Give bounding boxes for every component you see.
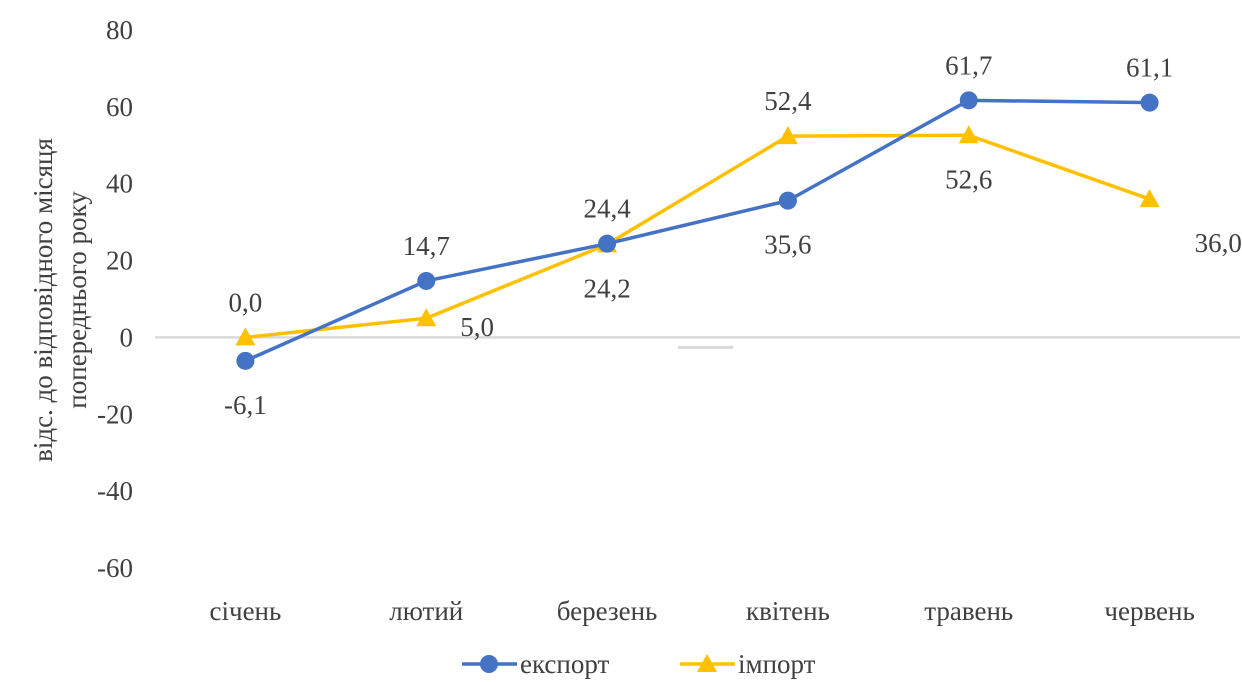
- import-data-label: 0,0: [229, 287, 263, 317]
- export-data-label: 61,1: [1126, 53, 1173, 83]
- y-axis-title-line: відс. до відповідного місяця: [28, 138, 58, 462]
- series-layer: [235, 91, 1160, 370]
- x-tick-label: лютий: [389, 596, 463, 626]
- export-data-label: -6,1: [224, 390, 267, 420]
- import-data-label: 52,6: [945, 164, 992, 194]
- import-data-label: 36,0: [1195, 228, 1242, 258]
- y-tick-label: 20: [106, 246, 133, 276]
- y-tick-label: 60: [106, 92, 133, 122]
- x-tick-label: травень: [924, 596, 1013, 626]
- import-point: [1139, 189, 1160, 208]
- x-axis: січень лютий березень квітень травень червень: [155, 336, 1240, 626]
- legend: експорт імпорт: [462, 649, 816, 679]
- y-tick-label: -40: [97, 476, 133, 506]
- series-line-import: [245, 133, 1151, 340]
- legend-marker-import: [697, 654, 717, 672]
- import-data-label: 5,0: [460, 312, 494, 342]
- import-data-label: 52,4: [764, 86, 812, 116]
- y-axis-title: відс. до відповідного місяця попереднього…: [28, 138, 92, 462]
- y-tick-label: 0: [120, 322, 134, 352]
- export-point: [1140, 93, 1159, 112]
- export-data-label: 14,7: [403, 231, 450, 261]
- data-labels: -6,1 14,7 24,4 35,6 61,7 61,1 0,0 5,0 24,2 52,4 52…: [224, 50, 1242, 420]
- x-tick-label: січень: [210, 596, 282, 626]
- export-point: [959, 91, 978, 110]
- import-point: [235, 327, 256, 346]
- legend-label-export: експорт: [520, 649, 610, 679]
- y-axis: 80 60 40 20 0 -20 -40 -60: [97, 15, 133, 583]
- import-data-label: 24,2: [583, 273, 630, 303]
- export-point: [778, 191, 797, 210]
- import-point: [958, 125, 979, 144]
- export-point: [598, 234, 617, 253]
- export-point: [417, 271, 436, 290]
- import-point: [416, 308, 437, 327]
- y-tick-label: 40: [106, 169, 133, 199]
- x-tick-label: червень: [1104, 596, 1194, 626]
- export-data-label: 61,7: [945, 50, 992, 80]
- export-point: [236, 351, 255, 370]
- legend-marker-export: [480, 655, 498, 673]
- legend-label-import: імпорт: [738, 649, 816, 679]
- x-tick-label: квітень: [746, 596, 830, 626]
- series-line-export: [244, 98, 1150, 363]
- y-tick-label: 80: [106, 15, 133, 45]
- y-tick-label: -20: [97, 399, 133, 429]
- x-tick-label: березень: [557, 596, 658, 626]
- export-data-label: 35,6: [764, 230, 811, 260]
- y-axis-title-line: попереднього року: [62, 191, 92, 409]
- import-point: [777, 126, 798, 145]
- y-tick-label: -60: [97, 553, 133, 583]
- export-data-label: 24,4: [583, 194, 631, 224]
